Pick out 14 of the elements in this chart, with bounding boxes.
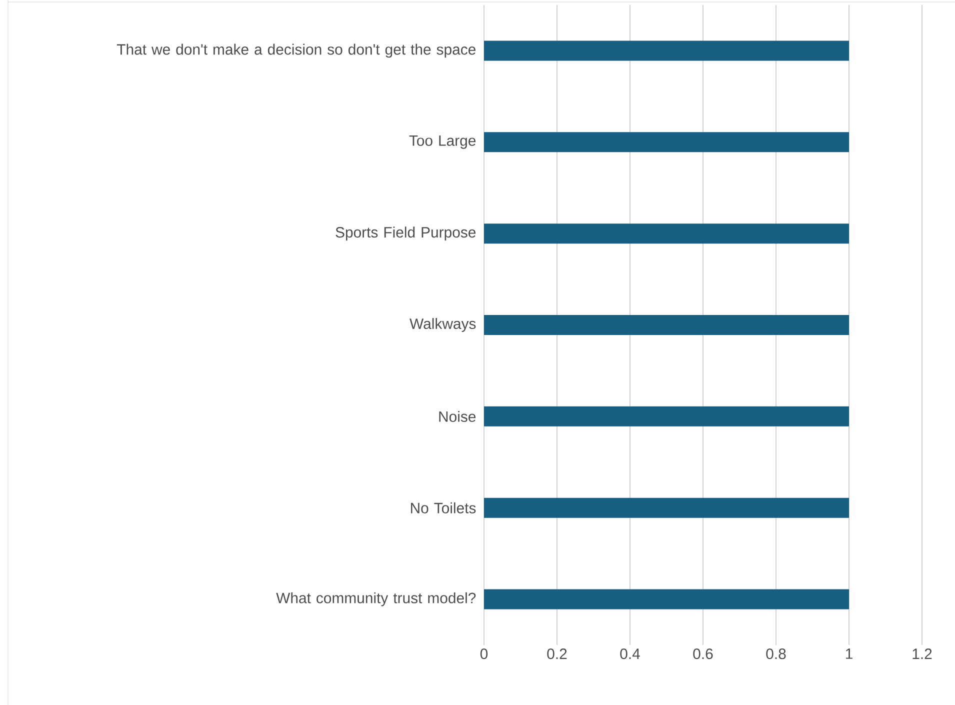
y-tick-label: What community trust model? bbox=[276, 592, 476, 606]
y-tick-label: Too Large bbox=[409, 135, 476, 149]
y-tick-label: No Toilets bbox=[411, 502, 476, 514]
y-tick-label: Walkways bbox=[410, 318, 476, 332]
y-tick-label: That we don't make a decision so don't get the space bbox=[116, 44, 476, 58]
x-tick-label: 1.2 bbox=[912, 648, 932, 659]
x-tick-label: 0.8 bbox=[766, 648, 786, 660]
x-tick-label: 0.6 bbox=[693, 648, 713, 660]
x-tick-label: 0.4 bbox=[620, 648, 640, 660]
x-tick-label: 1 bbox=[846, 648, 852, 659]
x-tick-label: 0 bbox=[480, 648, 488, 660]
y-tick-label: Noise bbox=[439, 410, 476, 422]
x-tick-label: 0.2 bbox=[547, 648, 567, 660]
y-tick-label: Sports Field Purpose bbox=[336, 226, 476, 241]
